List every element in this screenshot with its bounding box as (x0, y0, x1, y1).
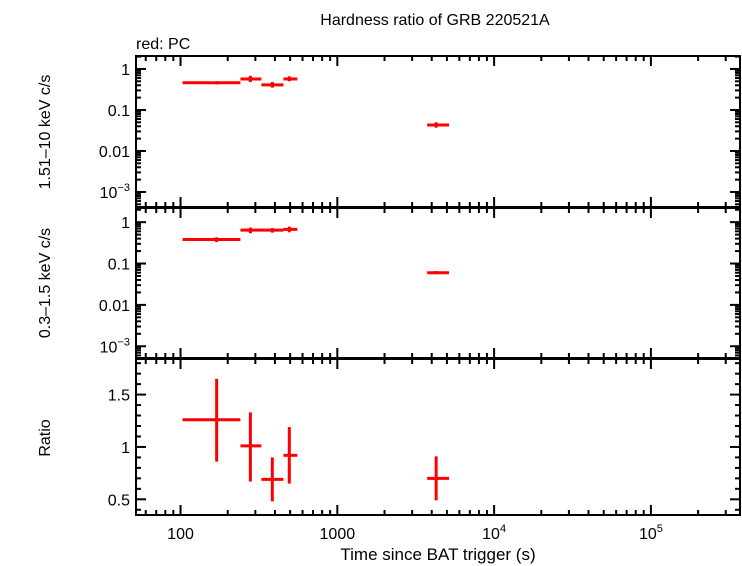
data-point-hard (261, 82, 284, 88)
data-point-soft (182, 237, 241, 243)
data-point-soft (261, 228, 284, 233)
data-point-soft (240, 227, 262, 234)
y-tick-label-soft: 10−3 (100, 336, 130, 356)
data-point-hard (427, 122, 450, 128)
x-tick-label: 104 (482, 523, 506, 543)
y-tick-label-soft: 0.01 (99, 298, 130, 315)
chart-title: Hardness ratio of GRB 220521A (320, 12, 550, 29)
panel-frame-ratio (135, 358, 741, 516)
panel-frame-hard (135, 55, 741, 208)
y-label-hard: 1.51–10 keV c/s (37, 75, 54, 190)
y-tick-label-hard: 10−3 (100, 182, 130, 202)
x-tick-label: 100 (167, 526, 194, 543)
panel-frame-soft (135, 207, 741, 359)
y-tick-label-ratio: 1.5 (108, 388, 130, 405)
y-tick-label-hard: 0.01 (99, 144, 130, 161)
data-point-hard (283, 76, 298, 82)
y-tick-label-soft: 0.1 (108, 257, 130, 274)
y-tick-label-ratio: 1 (121, 440, 130, 457)
y-tick-label-ratio: 0.5 (108, 492, 130, 509)
y-tick-label-soft: 1 (121, 215, 130, 232)
y-label-ratio: Ratio (37, 419, 54, 456)
data-point-ratio (427, 456, 450, 501)
data-point-ratio (261, 457, 284, 502)
data-point-soft (283, 226, 298, 233)
chart-subtitle: red: PC (136, 36, 190, 53)
data-point-ratio (240, 412, 262, 482)
x-axis-label: Time since BAT trigger (s) (340, 545, 535, 564)
data-point-ratio (182, 378, 241, 462)
y-tick-label-hard: 1 (121, 62, 130, 79)
x-tick-label: 1000 (320, 526, 356, 543)
data-point-hard (182, 81, 241, 85)
data-point-ratio (283, 427, 298, 484)
x-tick-label: 105 (639, 523, 663, 543)
data-point-hard (240, 75, 262, 83)
y-tick-label-hard: 0.1 (108, 103, 130, 120)
data-point-soft (427, 270, 450, 275)
y-label-soft: 0.3–1.5 keV c/s (37, 228, 54, 338)
